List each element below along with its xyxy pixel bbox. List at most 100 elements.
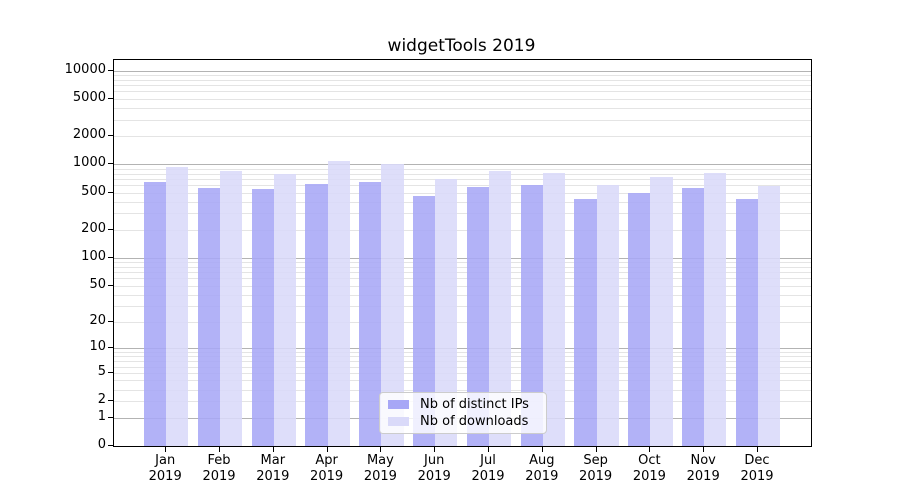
y-tick-label-1: 1 <box>97 408 106 424</box>
bar-distinct-ips-mar <box>251 189 274 446</box>
bar-distinct-ips-jun <box>412 195 436 446</box>
bar-distinct-ips-nov <box>681 188 705 446</box>
y-tick-label-1000: 1000 <box>72 155 106 171</box>
gridline-5000 <box>114 98 811 100</box>
y-tick-label-500: 500 <box>81 183 106 199</box>
x-tick-label-feb: Feb 2019 <box>202 453 236 484</box>
legend-item-downloads: Nb of downloads <box>388 413 538 430</box>
bar-downloads-nov <box>704 173 727 446</box>
y-tick-label-5: 5 <box>97 364 106 379</box>
y-tick-label-2000: 2000 <box>72 127 106 143</box>
x-tick-label-nov: Nov 2019 <box>686 453 720 484</box>
bar-distinct-ips-may <box>359 181 382 446</box>
gridline-500 <box>114 192 811 194</box>
y-tick-100 <box>108 256 114 258</box>
x-tick-label-mar: Mar 2019 <box>256 453 290 484</box>
x-tick-feb <box>219 446 220 452</box>
y-tick-50 <box>108 284 114 286</box>
gridline-30 <box>114 306 811 307</box>
x-tick-label-may: May 2019 <box>363 453 397 484</box>
x-tick-label-sep: Sep 2019 <box>579 453 613 484</box>
bar-downloads-jun <box>435 178 458 446</box>
gridline-700 <box>114 178 811 180</box>
x-tick-label-jan: Jan 2019 <box>148 453 182 484</box>
legend-swatch-distinct-ips <box>388 400 409 409</box>
bar-downloads-may <box>381 164 404 446</box>
bar-downloads-apr <box>327 161 350 446</box>
gridline-70 <box>114 272 811 274</box>
gridline-400 <box>114 201 811 203</box>
x-tick-jul <box>488 446 489 452</box>
bar-downloads-oct <box>650 177 673 446</box>
x-tick-label-dec: Dec 2019 <box>740 453 774 484</box>
bar-downloads-feb <box>220 171 243 446</box>
gridline-50 <box>114 285 811 287</box>
y-tick-label-100: 100 <box>81 248 106 264</box>
gridline-80 <box>114 266 811 268</box>
y-tick-10 <box>108 347 114 349</box>
y-tick-1000 <box>108 163 114 165</box>
bar-distinct-ips-jul <box>466 187 489 446</box>
x-tick-sep <box>595 446 597 452</box>
gridline-300 <box>114 213 811 215</box>
y-tick-500 <box>108 191 114 193</box>
legend-label-distinct-ips: Nb of distinct IPs <box>420 397 529 412</box>
x-tick-label-apr: Apr 2019 <box>310 453 344 484</box>
bar-distinct-ips-jan <box>143 181 167 446</box>
x-tick-dec <box>757 446 758 452</box>
x-tick-jan <box>165 446 167 452</box>
legend-swatch-downloads <box>388 417 409 426</box>
bar-downloads-dec <box>758 185 781 446</box>
gridline-3 <box>114 389 811 391</box>
bar-distinct-ips-oct <box>628 193 651 446</box>
bar-distinct-ips-apr <box>305 183 328 446</box>
gridline-60 <box>114 278 811 280</box>
y-tick-label-2: 2 <box>97 392 106 408</box>
gridline-40 <box>114 294 811 296</box>
gridline-7 <box>114 361 811 363</box>
y-tick-5 <box>108 372 114 373</box>
y-tick-label-20: 20 <box>89 312 106 328</box>
gridline-90 <box>114 262 811 264</box>
x-tick-label-oct: Oct 2019 <box>632 453 666 484</box>
gridline-1000 <box>114 164 811 166</box>
gridline-100 <box>114 257 811 259</box>
y-tick-label-5000: 5000 <box>72 89 106 105</box>
y-tick-20 <box>108 320 114 322</box>
gridline-800 <box>114 173 811 175</box>
bar-downloads-mar <box>273 173 297 446</box>
gridline-5 <box>114 373 811 374</box>
gridline-10 <box>114 348 811 350</box>
x-tick-label-aug: Aug 2019 <box>525 453 559 484</box>
y-tick-label-50: 50 <box>89 276 106 292</box>
gridline-9 <box>114 352 811 354</box>
gridline-900 <box>114 168 811 170</box>
y-tick-label-10000: 10000 <box>64 61 106 77</box>
bar-downloads-aug <box>542 173 566 446</box>
chart-title: widgetTools 2019 <box>387 36 536 56</box>
x-tick-nov <box>703 446 705 452</box>
y-tick-2000 <box>108 135 114 137</box>
y-tick-label-10: 10 <box>89 339 106 355</box>
gridline-3000 <box>114 119 811 121</box>
bar-downloads-jan <box>166 167 189 446</box>
legend: Nb of distinct IPs Nb of downloads <box>379 392 547 434</box>
gridline-8 <box>114 356 811 358</box>
y-tick-0 <box>108 445 114 446</box>
gridline-7000 <box>114 85 811 87</box>
gridline-4 <box>114 380 811 382</box>
bar-distinct-ips-sep <box>574 199 597 446</box>
legend-item-distinct-ips: Nb of distinct IPs <box>388 396 538 413</box>
y-tick-1 <box>108 416 114 418</box>
y-tick-label-0: 0 <box>97 437 106 452</box>
gridline-6000 <box>114 91 811 93</box>
x-tick-label-jul: Jul 2019 <box>471 453 505 484</box>
bar-downloads-jul <box>489 170 512 446</box>
x-tick-oct <box>649 446 651 452</box>
gridline-200 <box>114 229 811 231</box>
bar-distinct-ips-aug <box>520 184 543 446</box>
y-tick-label-200: 200 <box>81 220 106 236</box>
y-tick-10000 <box>108 69 114 71</box>
y-tick-2 <box>108 400 114 402</box>
